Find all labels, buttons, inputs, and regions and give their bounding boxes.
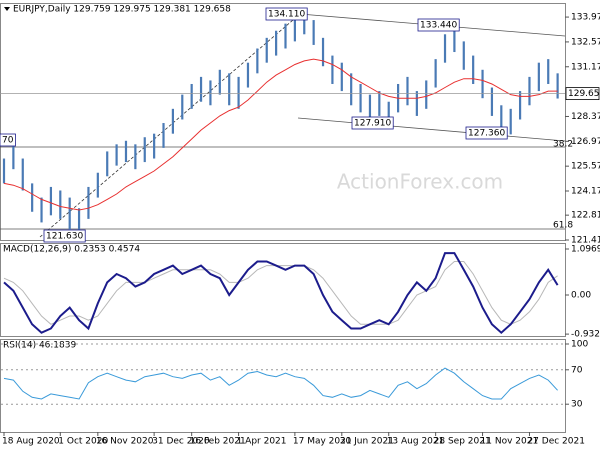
y-tick-label: 133.970 bbox=[571, 13, 600, 23]
annotation-box bbox=[417, 18, 460, 32]
annotation: 61.8 bbox=[553, 221, 573, 231]
macd-line bbox=[3, 252, 559, 335]
x-tick-label: 18 Aug 2020 bbox=[2, 437, 60, 447]
annotation-box bbox=[351, 116, 394, 130]
x-tick-label: 1 Oct 2020 bbox=[58, 437, 108, 447]
annotation: 133.440 bbox=[420, 21, 457, 31]
price-panel bbox=[0, 3, 566, 241]
y-tick-label: 131.170 bbox=[571, 62, 600, 72]
watermark: ActionForex.com bbox=[337, 170, 503, 194]
y-tick-label: 0.00 bbox=[571, 290, 591, 300]
x-tick-label: 31 Dec 2020 bbox=[152, 437, 210, 447]
y-tick-label: 132.570 bbox=[571, 37, 600, 47]
chart-title: EURJPY,Daily 129.759 129.975 129.381 129… bbox=[13, 5, 231, 15]
rsi-panel bbox=[0, 339, 566, 433]
y-tick-label: 128.370 bbox=[571, 112, 600, 122]
y-tick-label: 126.970 bbox=[571, 137, 600, 147]
annotation-box bbox=[265, 7, 308, 21]
last-price-box bbox=[565, 87, 600, 101]
x-tick-label: 17 May 2021 bbox=[293, 437, 352, 447]
dropdown-icon bbox=[4, 7, 10, 11]
y-tick-label: 122.810 bbox=[571, 211, 600, 221]
y-tick-label: 125.570 bbox=[571, 162, 600, 172]
y-tick-label: 70 bbox=[571, 365, 583, 375]
moving-average bbox=[3, 58, 558, 211]
channel-lower bbox=[297, 117, 566, 142]
x-tick-label: 13 Aug 2021 bbox=[387, 437, 445, 447]
last-price-label: 129.658 bbox=[568, 89, 600, 99]
x-tick-label: 16 Nov 2020 bbox=[96, 437, 154, 447]
rsi-title: RSI(14) 46.1839 bbox=[3, 341, 76, 351]
annotation: 121.630 bbox=[46, 232, 83, 242]
y-tick-label: -0.9327 bbox=[571, 330, 600, 340]
x-tick-label: 11 Nov 2021 bbox=[481, 437, 539, 447]
macd-title: MACD(12,26,9) 0.2353 0.4574 bbox=[3, 245, 140, 255]
annotation: 127.360 bbox=[468, 129, 505, 139]
x-tick-label: 30 Jun 2021 bbox=[340, 437, 394, 447]
macd-panel bbox=[0, 243, 566, 337]
y-tick-label: 124.170 bbox=[571, 187, 600, 197]
y-tick-label: 121.410 bbox=[571, 236, 600, 246]
y-tick-label: 100 bbox=[571, 340, 588, 350]
x-tick-label: 16 Feb 2021 bbox=[190, 437, 246, 447]
y-tick-label: 30 bbox=[571, 400, 583, 410]
annotation: 38.2 bbox=[553, 140, 573, 150]
annotation: 127.910 bbox=[354, 119, 391, 129]
y-tick-label: 1.0969 bbox=[571, 245, 600, 255]
rsi-line bbox=[3, 367, 558, 400]
x-tick-label: 27 Dec 2021 bbox=[527, 437, 585, 447]
macd-line bbox=[3, 261, 558, 325]
annotation-box bbox=[0, 133, 16, 147]
annotation-box bbox=[43, 229, 86, 243]
x-tick-label: 28 Sep 2021 bbox=[434, 437, 491, 447]
annotation-box bbox=[465, 126, 508, 140]
annotation: 134.110 bbox=[268, 10, 305, 20]
annotation: 70 bbox=[2, 136, 14, 146]
x-tick-label: 1 Apr 2021 bbox=[237, 437, 287, 447]
